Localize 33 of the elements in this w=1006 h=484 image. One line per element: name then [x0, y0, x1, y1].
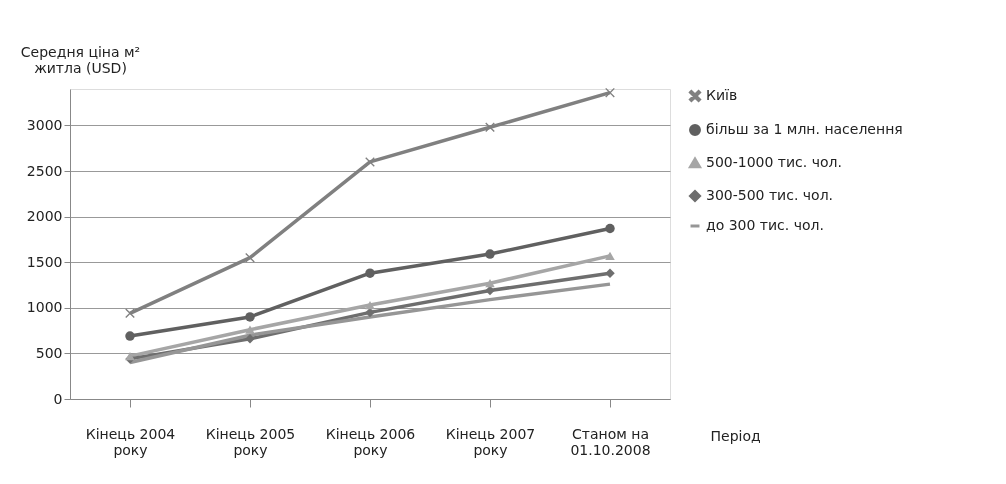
legend-label: більш за 1 млн. населення	[706, 121, 903, 137]
y-tick-label: 500	[35, 344, 63, 361]
point	[125, 331, 135, 341]
x-tick-label: Кінець 2007 року	[445, 425, 536, 458]
legend-label: 300-500 тис. чол.	[706, 187, 834, 203]
y-tick-label: 2000	[26, 208, 63, 225]
y-axis-title: Середня ціна м² житла (USD)	[20, 43, 141, 76]
point	[125, 308, 135, 319]
x-tick-label: Кінець 2005 року	[205, 425, 296, 458]
point	[365, 157, 375, 167]
legend-label: 500-1000 тис. чол.	[706, 154, 842, 170]
point	[485, 249, 495, 259]
legend-label: до 300 тис. чол.	[706, 217, 824, 233]
legend-label: Київ	[706, 87, 738, 103]
point	[365, 268, 375, 278]
y-tick-label: 3000	[26, 116, 63, 133]
y-tick-label: 1000	[26, 299, 63, 316]
x-axis-title: Період	[710, 427, 761, 444]
point	[245, 325, 255, 334]
x-tick-label: Кінець 2004 року	[85, 425, 176, 458]
x-tick-label: Кінець 2006 року	[325, 425, 416, 458]
y-tick-label: 1500	[26, 253, 63, 270]
point	[365, 300, 375, 310]
point	[245, 312, 255, 322]
point	[485, 279, 495, 288]
point	[605, 251, 615, 260]
point	[245, 252, 255, 263]
point	[605, 223, 615, 234]
point	[605, 87, 615, 98]
y-tick-label: 0	[53, 390, 63, 407]
x-tick-label: Станом на 01.10.2008	[570, 425, 651, 458]
y-tick-label: 2500	[26, 162, 63, 179]
point	[485, 122, 495, 133]
